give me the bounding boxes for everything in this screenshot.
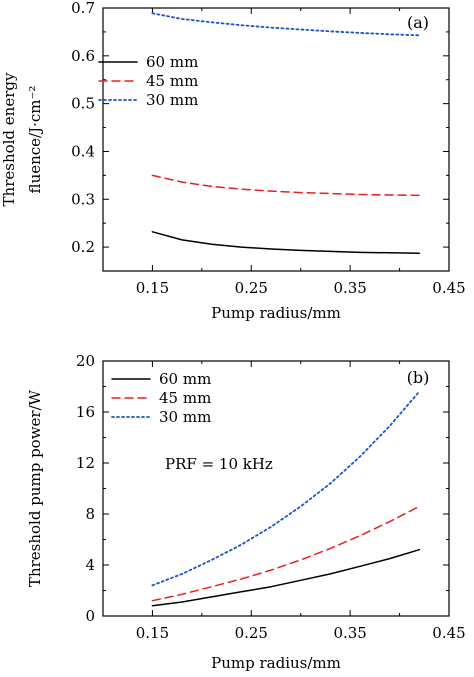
x-tick-label: 0.15 <box>136 624 169 642</box>
y-tick-label: 8 <box>85 505 95 523</box>
plot-frame <box>102 7 450 272</box>
x-tick-label: 0.25 <box>235 624 268 642</box>
series-line-45-mm <box>151 505 421 602</box>
y-tick-label: 20 <box>76 352 95 370</box>
y-tick-label: 0 <box>85 607 95 625</box>
x-tick-label: 0.15 <box>136 279 169 297</box>
x-axis-label: Pump radius/mm <box>211 304 341 322</box>
x-tick-label: 0.35 <box>333 624 366 642</box>
legend-label: 60 mm <box>146 53 198 71</box>
y-axis-label: Threshold energy <box>0 72 18 206</box>
y-tick-label: 12 <box>76 454 95 472</box>
y-axis-label: Threshold pump power/W <box>26 389 44 587</box>
x-tick-label: 0.45 <box>432 279 465 297</box>
panel-label: (a) <box>407 13 429 32</box>
plot-frame <box>102 360 450 617</box>
x-axis-label: Pump radius/mm <box>211 654 341 672</box>
series-line-30-mm <box>151 12 421 37</box>
chart-panel-0: 0.15 0.25 0.35 0.45 0.2 0.3 0.4 0.5 0.6 0.7 Pump r… <box>0 0 466 322</box>
y-tick-label: 0.4 <box>71 142 95 160</box>
panel-label: (b) <box>407 368 430 387</box>
legend-label: 45 mm <box>146 72 198 90</box>
y-tick-label: 0.7 <box>71 0 95 17</box>
series-line-60-mm <box>151 548 421 607</box>
series-line-45-mm <box>151 174 421 197</box>
x-tick-label: 0.45 <box>432 624 465 642</box>
y-axis-label: fluence/J·cm⁻² <box>26 86 44 194</box>
legend-label: 60 mm <box>159 370 211 388</box>
y-tick-label: 0.6 <box>71 47 95 65</box>
y-tick-label: 4 <box>85 556 95 574</box>
y-tick-label: 0.5 <box>71 95 95 113</box>
x-tick-label: 0.35 <box>333 279 366 297</box>
legend-label: 30 mm <box>146 91 198 109</box>
prf-annotation: PRF = 10 kHz <box>165 455 273 473</box>
chart-panel-1: 0.15 0.25 0.35 0.45 0 4 8 12 16 20 Pump radius/mm T… <box>26 352 466 672</box>
series-line-30-mm <box>151 390 421 587</box>
y-tick-label: 0.3 <box>71 190 95 208</box>
x-tick-label: 0.25 <box>235 279 268 297</box>
legend-label: 45 mm <box>159 389 211 407</box>
series-line-60-mm <box>151 231 421 255</box>
legend-label: 30 mm <box>159 408 211 426</box>
y-tick-label: 16 <box>76 403 95 421</box>
y-tick-label: 0.2 <box>71 238 95 256</box>
